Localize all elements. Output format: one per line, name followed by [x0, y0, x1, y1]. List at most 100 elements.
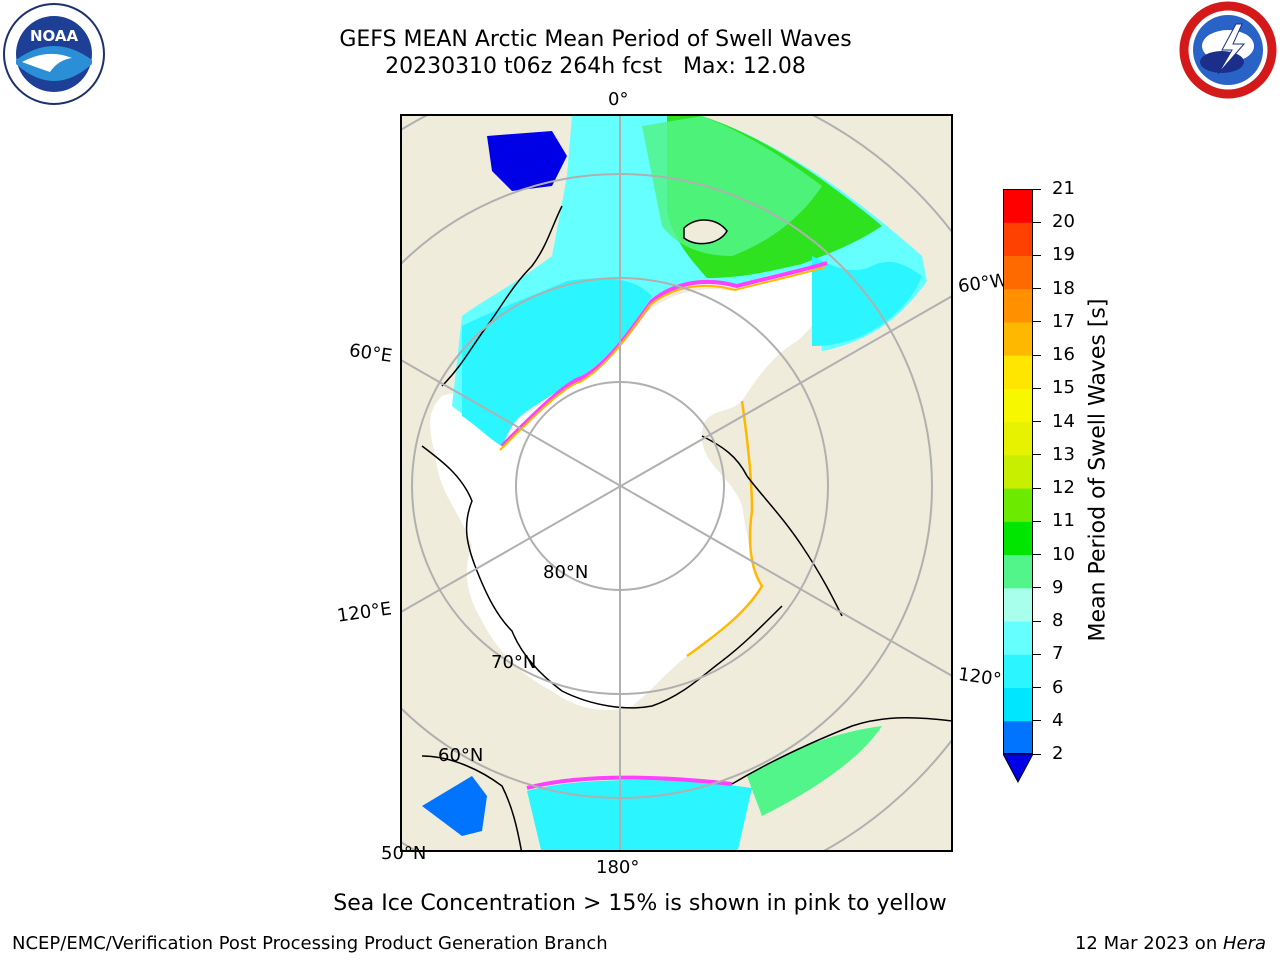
lon-label-60e: 60°E	[347, 340, 394, 367]
footer-date: 12 Mar 2023 on Hera	[1075, 933, 1266, 954]
footer-host: Hera	[1222, 933, 1266, 954]
colorbar-tick-mark	[1033, 421, 1041, 423]
colorbar-tick-mark	[1033, 221, 1041, 223]
colorbar-bin	[1003, 288, 1033, 323]
colorbar-tick-label: 12	[1052, 477, 1075, 499]
colorbar-tick-label: 15	[1052, 377, 1075, 399]
colorbar-bin	[1003, 189, 1033, 223]
colorbar-tick-label: 20	[1052, 211, 1075, 233]
alaska-coast	[561, 605, 783, 709]
colorbar-tick-label: 11	[1052, 510, 1075, 532]
lon-label-180: 180°	[596, 857, 640, 878]
colorbar-bin	[1003, 687, 1033, 722]
ice-covered-ocean	[430, 266, 826, 711]
aleutian-coast	[731, 717, 951, 785]
colorbar-tick-mark	[1033, 387, 1041, 389]
colorbar-bin	[1003, 621, 1033, 655]
colorbar-bin	[1003, 587, 1033, 622]
colorbar-bin	[1003, 654, 1033, 689]
lat-label-80n: 80°N	[543, 562, 589, 583]
colorbar-bin	[1003, 554, 1033, 589]
colorbar-tick-mark	[1033, 188, 1041, 190]
chart-subtitle: 20230310 t06z 264h fcst Max: 12.08	[385, 54, 806, 79]
colorbar-tick-mark	[1033, 454, 1041, 456]
lat-label-50n: 50°N	[381, 843, 427, 864]
colorbar-tick-label: 4	[1052, 709, 1064, 731]
lat-label-70n: 70°N	[491, 652, 537, 673]
colorbar-bin	[1003, 255, 1033, 290]
colorbar-tick-label: 17	[1052, 310, 1075, 332]
lon-label-0: 0°	[608, 89, 629, 110]
colorbar-tick-mark	[1033, 653, 1041, 655]
ice-edge-atlantic-outer	[499, 266, 826, 451]
colorbar-tick-mark	[1033, 753, 1041, 755]
swell-field-okhotsk	[422, 776, 487, 836]
swell-field-deep-blue-hudson	[487, 131, 567, 191]
colorbar-bin	[1003, 355, 1033, 389]
swell-field-light-green	[642, 116, 822, 256]
colorbar-tick-label: 9	[1052, 576, 1064, 598]
sea-ice-caption: Sea Ice Concentration > 15% is shown in …	[333, 891, 947, 916]
colorbar-tick-label: 16	[1052, 344, 1075, 366]
colorbar-tick-label: 21	[1052, 178, 1075, 199]
colorbar-tick-label: 14	[1052, 410, 1075, 432]
svg-text:NOAA: NOAA	[30, 27, 79, 45]
colorbar-tick-mark	[1033, 587, 1041, 589]
polar-map	[400, 114, 953, 852]
swell-field-baffin	[812, 256, 922, 346]
colorbar-tick-mark	[1033, 288, 1041, 290]
colorbar	[1003, 189, 1033, 784]
swell-field-bering-green	[747, 726, 882, 816]
colorbar-bin	[1003, 720, 1033, 755]
lon-label-60w: 60°W	[956, 269, 1009, 298]
colorbar-bin	[1003, 454, 1033, 489]
colorbar-tick-mark	[1033, 520, 1041, 522]
nws-logo	[1179, 1, 1277, 99]
colorbar-underflow-triangle	[1003, 753, 1033, 784]
colorbar-tick-mark	[1033, 720, 1041, 722]
lat-label-60n: 60°N	[438, 745, 484, 766]
chart-title: GEFS MEAN Arctic Mean Period of Swell Wa…	[339, 27, 852, 52]
colorbar-tick-mark	[1033, 487, 1041, 489]
colorbar-label: Mean Period of Swell Waves [s]	[1085, 298, 1111, 642]
kamchatka-coast	[421, 755, 523, 850]
colorbar-bin	[1003, 488, 1033, 522]
colorbar-bin	[1003, 421, 1033, 456]
colorbar-tick-label: 18	[1052, 277, 1075, 299]
scandinavia-coast	[441, 205, 563, 387]
siberia-coast	[421, 445, 563, 692]
graticule	[402, 116, 951, 850]
colorbar-tick-mark	[1033, 687, 1041, 689]
swell-field-bering	[527, 780, 752, 850]
colorbar-tick-mark	[1033, 620, 1041, 622]
footer-date-text: 12 Mar 2023 on	[1074, 933, 1223, 954]
colorbar-bin	[1003, 321, 1033, 356]
colorbar-tick-label: 13	[1052, 443, 1075, 465]
canada-coast	[701, 435, 843, 617]
ice-edge-atlantic	[500, 261, 828, 448]
colorbar-tick-label: 7	[1052, 643, 1064, 665]
colorbar-tick-label: 19	[1052, 244, 1075, 266]
lon-label-120e: 120°E	[335, 598, 393, 627]
ice-edge-pacific	[526, 775, 733, 790]
colorbar-bin	[1003, 521, 1033, 556]
colorbar-tick-label: 2	[1052, 743, 1064, 764]
colorbar-bin	[1003, 388, 1033, 423]
colorbar-tick-label: 10	[1052, 543, 1075, 565]
colorbar-tick-mark	[1033, 554, 1041, 556]
colorbar-bin	[1003, 222, 1033, 256]
colorbar-tick-label: 6	[1052, 676, 1064, 698]
swell-field-cyan-barents	[462, 278, 652, 446]
colorbar-tick-label: 8	[1052, 610, 1064, 632]
ice-edge-canadian	[686, 400, 764, 658]
colorbar-tick-mark	[1033, 254, 1041, 256]
meridian-60e-120w	[402, 359, 951, 677]
colorbar-tick-mark	[1033, 321, 1041, 323]
meridian-120e-60w	[402, 295, 951, 613]
footer-branch: NCEP/EMC/Verification Post Processing Pr…	[12, 933, 608, 954]
colorbar-tick-mark	[1033, 354, 1041, 356]
iceland	[683, 219, 728, 245]
noaa-logo: NOAA	[3, 3, 105, 105]
map-canvas	[402, 116, 951, 850]
